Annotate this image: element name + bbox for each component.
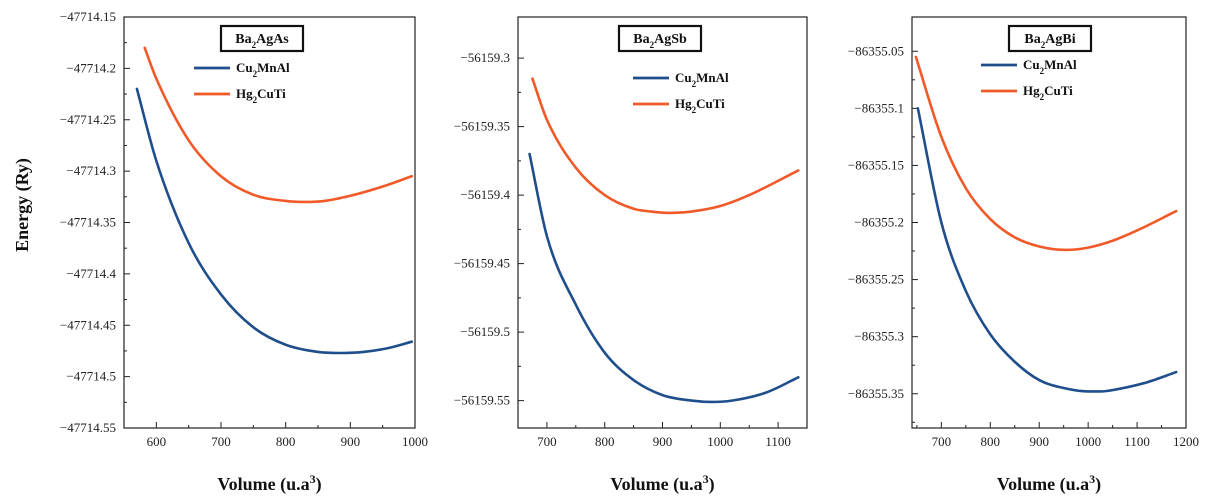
x-tick-label: 1000 [402,434,428,449]
legend-label: Cu2MnAl [236,60,290,79]
legend-label: Hg2CuTi [236,86,286,105]
chart-panel-3: 700 800 900 1000 1100 1200 −86355.05 −86355.1 −8… [848,16,1199,495]
y-tick-label: −56159.45 [454,256,510,271]
x-tick-label: 700 [537,434,557,449]
legend-label: Hg2CuTi [1023,83,1073,102]
x-tick-label: 700 [211,434,231,449]
series-line-Hg2CuTi [143,46,414,204]
series-line-Cu2MnAl [528,152,800,404]
y-tick-label: −47714.45 [60,317,116,332]
x-tick-label: 600 [147,434,167,449]
series-line-Hg2CuTi [914,55,1178,252]
x-tick-label: 1000 [1075,434,1101,449]
y-tick-label: −86355.2 [854,215,904,230]
x-tick-label: 800 [276,434,296,449]
x-tick-label: 1000 [707,434,733,449]
y-tick-label: −47714.25 [60,112,116,127]
x-tick-label: 1100 [765,434,791,449]
chart-panel-2: 700 800 900 1000 1100 −56159.3 −56159.35 −56159… [454,16,808,495]
y-tick-label: −56159.4 [460,187,510,202]
y-tick-label: −47714.3 [66,163,116,178]
y-tick-label: −47714.2 [66,60,116,75]
y-tick-label: −86355.1 [854,100,904,115]
y-tick-label: −86355.15 [848,157,904,172]
x-tick-label: 1200 [1173,434,1199,449]
y-tick-label: −47714.15 [60,9,116,24]
x-axis-title: Volume (u.a3) [610,472,714,495]
x-tick-label: 900 [341,434,361,449]
y-tick-label: −47714.4 [66,266,116,281]
plot-frame [123,16,416,429]
y-tick-label: −86355.25 [848,272,904,287]
series-line-Cu2MnAl [135,87,414,355]
legend-label: Hg2CuTi [675,96,725,115]
panel-title: Ba2AgBi [1024,32,1075,50]
legend-label: Cu2MnAl [1023,57,1077,76]
y-tick-label: −47714.55 [60,420,116,435]
y-tick-label: −56159.3 [460,50,510,65]
y-tick-label: −47714.5 [66,369,116,384]
x-tick-label: 800 [595,434,615,449]
y-tick-label: −56159.5 [460,324,510,339]
series-line-Cu2MnAl [916,107,1178,393]
panel-title: Ba2AgSb [633,32,687,50]
panel-title-box: Ba2AgBi [1007,24,1093,53]
legend: Cu2MnAl Hg2CuTi [981,57,1077,102]
y-tick-label: −86355.05 [848,43,904,58]
chart-panel-1: 600 700 800 900 1000 −47714.15 −47714.2 −47714.… [60,9,428,495]
y-tick-label: −56159.35 [454,119,510,134]
y-axis-title: Energy (Ry) [12,158,33,252]
x-axis-title: Volume (u.a3) [997,472,1101,495]
x-tick-label: 900 [653,434,673,449]
plot-frame [911,16,1187,429]
x-axis-title: Volume (u.a3) [217,472,321,495]
y-tick-label: −56159.55 [454,393,510,408]
panel-title-box: Ba2AgSb [617,24,703,53]
y-tick-label: −86355.35 [848,386,904,401]
legend: Cu2MnAl Hg2CuTi [194,60,290,105]
x-tick-label: 700 [932,434,952,449]
x-tick-label: 800 [981,434,1001,449]
panel-title: Ba2AgAs [235,32,289,50]
x-tick-label: 900 [1029,434,1049,449]
legend: Cu2MnAl Hg2CuTi [633,70,729,115]
series-line-Hg2CuTi [531,77,800,215]
legend-label: Cu2MnAl [675,70,729,89]
y-tick-label: −86355.3 [854,329,904,344]
panel-title-box: Ba2AgAs [219,24,305,53]
y-tick-label: −47714.35 [60,215,116,230]
x-tick-label: 1100 [1124,434,1150,449]
